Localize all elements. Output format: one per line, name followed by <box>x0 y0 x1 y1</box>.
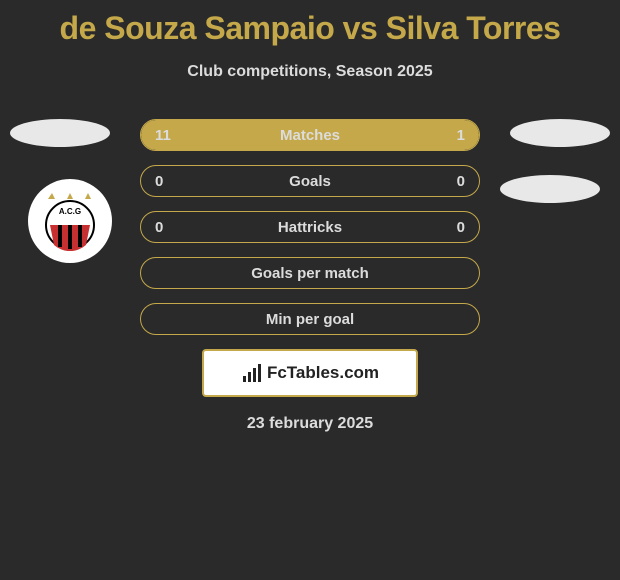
stat-row-goals: 0 Goals 0 <box>140 165 480 197</box>
stat-row-hattricks: 0 Hattricks 0 <box>140 211 480 243</box>
stat-label: Hattricks <box>141 219 479 236</box>
player-right-placeholder-1 <box>510 119 610 147</box>
stat-row-mpg: Min per goal <box>140 303 480 335</box>
date-text: 23 february 2025 <box>0 415 620 433</box>
stat-row-matches: 11 Matches 1 <box>140 119 480 151</box>
club-badge-left: A.C.G <box>28 179 112 263</box>
stat-label: Min per goal <box>141 311 479 328</box>
stat-bars: 11 Matches 1 0 Goals 0 0 Hattricks 0 Goa… <box>140 119 480 335</box>
stat-value-right: 0 <box>457 219 465 236</box>
comparison-title: de Souza Sampaio vs Silva Torres <box>0 0 620 47</box>
stat-value-right: 1 <box>457 127 465 144</box>
club-crest-icon: A.C.G <box>40 191 100 251</box>
player-left-placeholder <box>10 119 110 147</box>
stat-value-right: 0 <box>457 173 465 190</box>
watermark-text: FcTables.com <box>267 363 379 383</box>
stat-label: Matches <box>141 127 479 144</box>
stat-row-gpm: Goals per match <box>140 257 480 289</box>
watermark: FcTables.com <box>202 349 418 397</box>
player-right-placeholder-2 <box>500 175 600 203</box>
chart-area: A.C.G 11 Matches 1 0 Goals 0 0 Hattricks <box>0 119 620 433</box>
stat-label: Goals <box>141 173 479 190</box>
stat-label: Goals per match <box>141 265 479 282</box>
chart-icon <box>241 362 263 384</box>
subtitle: Club competitions, Season 2025 <box>0 63 620 81</box>
svg-text:A.C.G: A.C.G <box>59 207 81 216</box>
